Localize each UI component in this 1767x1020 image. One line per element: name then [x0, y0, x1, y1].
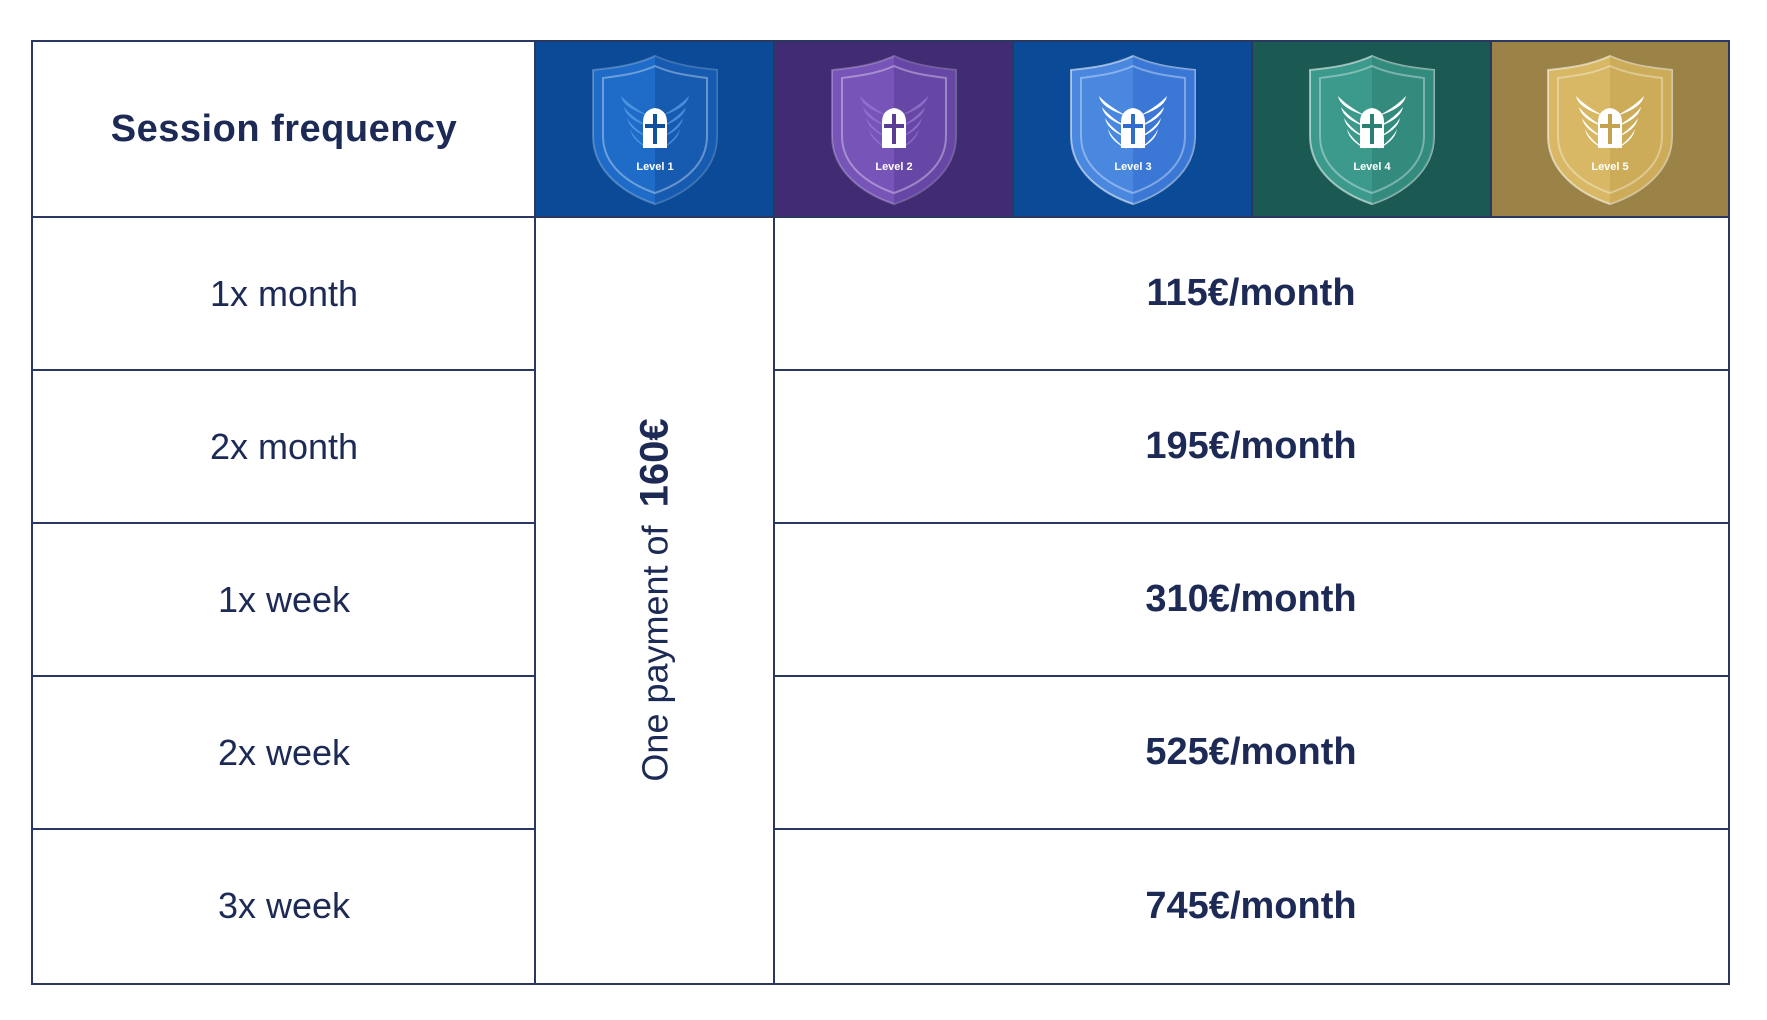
- level-1-payment-text: One payment of 160€: [632, 418, 677, 781]
- level-2-label: Level 2: [875, 161, 912, 173]
- price-unit: /month: [1229, 578, 1357, 620]
- level-4-header: Level 4: [1252, 42, 1491, 217]
- payment-prefix: One payment of: [634, 525, 675, 782]
- row-divider: [774, 369, 1728, 371]
- level-2-shield-icon: Level 2: [830, 54, 957, 206]
- level-1-payment-cell: One payment of 160€: [535, 217, 774, 983]
- price-amount: 525€: [1145, 731, 1230, 773]
- pricing-table: Session frequency Level 1 Level 2 Level …: [31, 40, 1730, 985]
- level-2-header: Level 2: [774, 42, 1013, 217]
- row-divider: [774, 522, 1728, 524]
- price-label: 195€/month: [1145, 425, 1356, 468]
- price-unit: /month: [1228, 272, 1356, 314]
- frequency-cell-5: 3x week: [33, 829, 535, 983]
- level-5-label: Level 5: [1591, 161, 1628, 173]
- table-title: Session frequency: [110, 108, 458, 150]
- frequency-cell-3: 1x week: [33, 523, 535, 676]
- price-cell-1: 115€/month: [774, 217, 1728, 370]
- frequency-label: 1x week: [217, 578, 351, 620]
- level-5-shield-icon: Level 5: [1546, 54, 1673, 206]
- column-divider: [1012, 42, 1014, 217]
- row-divider: [774, 828, 1728, 830]
- frequency-label: 1x month: [209, 272, 359, 314]
- price-unit: /month: [1229, 425, 1357, 467]
- level-5-header: Level 5: [1491, 42, 1728, 217]
- price-amount: 310€: [1145, 578, 1230, 620]
- column-divider: [773, 42, 775, 983]
- price-cell-3: 310€/month: [774, 523, 1728, 676]
- price-label: 745€/month: [1145, 885, 1356, 928]
- row-divider: [774, 675, 1728, 677]
- column-divider: [1251, 42, 1253, 217]
- price-amount: 115€: [1146, 272, 1229, 314]
- price-cell-2: 195€/month: [774, 370, 1728, 523]
- price-label: 115€/month: [1146, 272, 1355, 315]
- level-3-header: Level 3: [1013, 42, 1252, 217]
- level-3-shield-icon: Level 3: [1069, 54, 1196, 206]
- price-unit: /month: [1229, 731, 1357, 773]
- frequency-cell-1: 1x month: [33, 217, 535, 370]
- column-divider: [1490, 42, 1492, 217]
- row-divider: [33, 828, 535, 830]
- price-label: 310€/month: [1145, 578, 1356, 621]
- header-divider: [33, 216, 1728, 218]
- frequency-cell-2: 2x month: [33, 370, 535, 523]
- session-frequency-header: Session frequency: [33, 42, 535, 217]
- frequency-cell-4: 2x week: [33, 676, 535, 829]
- payment-amount: 160€: [632, 418, 676, 508]
- frequency-label: 2x month: [209, 425, 359, 467]
- price-label: 525€/month: [1145, 731, 1356, 774]
- row-divider: [33, 369, 535, 371]
- price-cell-5: 745€/month: [774, 829, 1728, 983]
- column-divider: [534, 42, 536, 983]
- price-amount: 195€: [1145, 425, 1230, 467]
- level-4-shield-icon: Level 4: [1308, 54, 1435, 206]
- price-cell-4: 525€/month: [774, 676, 1728, 829]
- level-1-label: Level 1: [636, 161, 673, 173]
- price-amount: 745€: [1145, 884, 1230, 927]
- level-4-label: Level 4: [1353, 161, 1391, 173]
- level-3-label: Level 3: [1114, 161, 1151, 173]
- price-unit: /month: [1229, 884, 1357, 927]
- level-1-shield-icon: Level 1: [591, 54, 718, 206]
- level-1-header: Level 1: [535, 42, 774, 217]
- frequency-label: 3x week: [217, 885, 351, 926]
- row-divider: [33, 675, 535, 677]
- frequency-label: 2x week: [217, 731, 351, 773]
- row-divider: [33, 522, 535, 524]
